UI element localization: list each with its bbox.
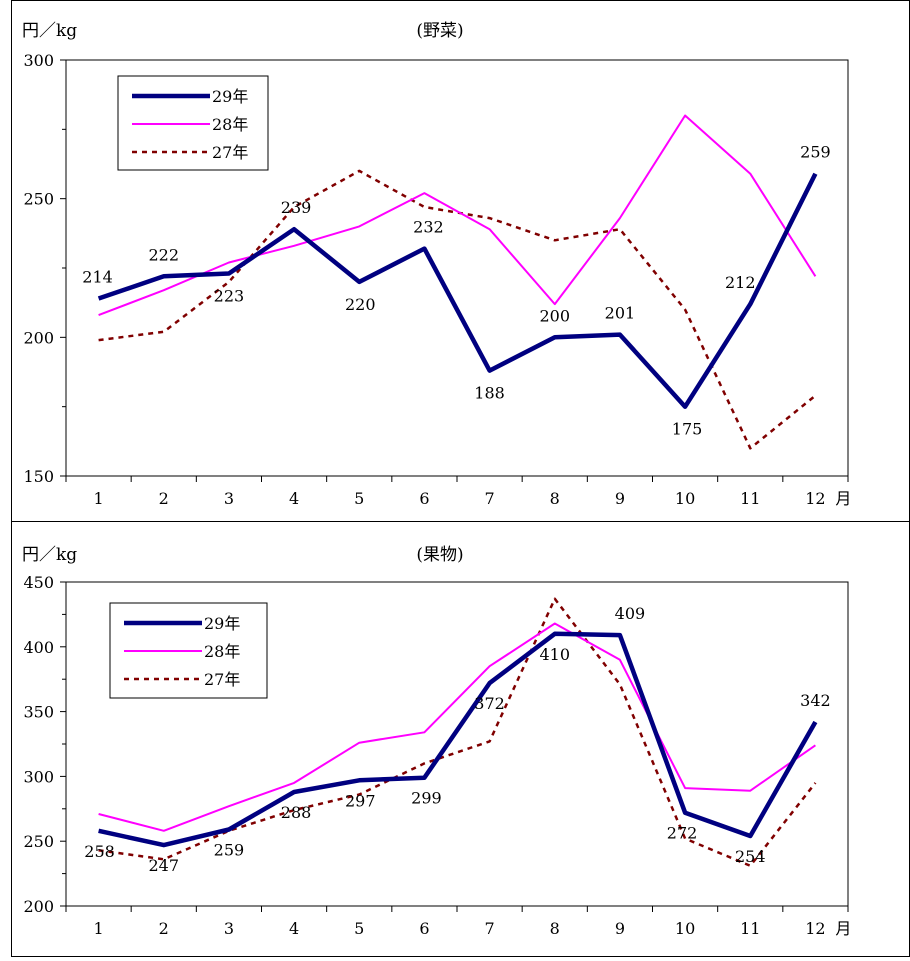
data-label: 223 xyxy=(214,287,245,306)
data-label: 220 xyxy=(345,295,376,314)
data-label: 212 xyxy=(725,273,756,292)
data-label: 372 xyxy=(474,694,505,713)
legend-label: 28年 xyxy=(212,115,248,134)
data-label: 201 xyxy=(605,304,636,323)
data-label: 259 xyxy=(800,143,831,162)
legend-label: 27年 xyxy=(212,143,248,162)
x-tick-label: 4 xyxy=(289,489,299,508)
legend-label: 28年 xyxy=(204,642,240,661)
series-line-28年 xyxy=(98,622,816,832)
data-label: 409 xyxy=(615,604,646,623)
data-label: 259 xyxy=(214,841,245,860)
data-label: 342 xyxy=(800,691,831,710)
x-axis-unit: 月 xyxy=(835,919,851,938)
x-tick-label: 4 xyxy=(289,919,299,938)
y-tick-label: 350 xyxy=(23,703,54,722)
series-line-29年 xyxy=(97,172,818,409)
y-tick-label: 150 xyxy=(23,467,54,486)
data-label: 254 xyxy=(735,847,766,866)
x-tick-label: 12 xyxy=(805,919,825,938)
x-tick-label: 10 xyxy=(675,489,695,508)
data-label: 222 xyxy=(148,245,179,264)
y-tick-label: 450 xyxy=(23,573,54,592)
legend: 29年 28年 27年 xyxy=(109,602,268,699)
x-tick-label: 6 xyxy=(419,489,429,508)
x-tick-label: 7 xyxy=(484,919,494,938)
legend-label: 29年 xyxy=(204,614,240,633)
y-tick-label: 200 xyxy=(23,328,54,347)
chart-title: (野菜) xyxy=(416,21,463,41)
x-tick-label: 5 xyxy=(354,919,364,938)
x-tick-label: 9 xyxy=(615,919,625,938)
data-label: 258 xyxy=(84,842,115,861)
data-label: 239 xyxy=(281,198,312,217)
y-axis-label: 円／kg xyxy=(22,21,77,41)
x-tick-label: 2 xyxy=(159,919,169,938)
y-tick-label: 400 xyxy=(23,638,54,657)
y-tick-label: 300 xyxy=(23,51,54,70)
x-axis-unit: 月 xyxy=(835,489,851,508)
x-tick-label: 6 xyxy=(419,919,429,938)
y-tick-label: 200 xyxy=(23,897,54,916)
data-label: 232 xyxy=(413,218,444,237)
data-label: 214 xyxy=(82,268,113,287)
legend-label: 29年 xyxy=(212,87,248,106)
x-tick-label: 9 xyxy=(615,489,625,508)
series-line-27年 xyxy=(98,169,817,450)
x-tick-label: 8 xyxy=(550,919,560,938)
data-label: 247 xyxy=(148,856,179,875)
data-label: 288 xyxy=(281,803,312,822)
x-tick-label: 7 xyxy=(484,489,494,508)
x-tick-label: 12 xyxy=(805,489,825,508)
x-tick-label: 3 xyxy=(224,919,234,938)
data-label: 188 xyxy=(474,384,505,403)
x-tick-label: 5 xyxy=(354,489,364,508)
y-tick-label: 250 xyxy=(23,190,54,209)
x-tick-label: 11 xyxy=(740,919,760,938)
y-tick-label: 300 xyxy=(23,767,54,786)
y-axis-label: 円／kg xyxy=(22,545,77,565)
x-tick-label: 8 xyxy=(550,489,560,508)
x-tick-label: 11 xyxy=(740,489,760,508)
data-label: 272 xyxy=(667,824,698,843)
x-tick-label: 2 xyxy=(159,489,169,508)
legend-label: 27年 xyxy=(204,670,240,689)
x-tick-label: 10 xyxy=(675,919,695,938)
x-tick-label: 1 xyxy=(93,919,103,938)
x-tick-label: 1 xyxy=(93,489,103,508)
data-label: 175 xyxy=(672,420,703,439)
series-line-29年 xyxy=(98,631,818,848)
x-tick-label: 3 xyxy=(224,489,234,508)
data-label: 297 xyxy=(345,791,376,810)
data-label: 200 xyxy=(539,306,570,325)
data-label: 410 xyxy=(539,645,570,664)
y-tick-label: 250 xyxy=(23,832,54,851)
chart-title: (果物) xyxy=(416,545,463,565)
legend: 29年 28年 27年 xyxy=(117,75,269,171)
series-line-28年 xyxy=(98,114,817,317)
data-label: 299 xyxy=(411,789,442,808)
